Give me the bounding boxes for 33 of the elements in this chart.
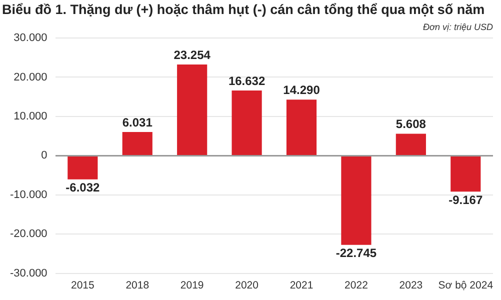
bar [341,156,372,245]
data-label: -6.032 [66,180,100,195]
y-tick-label: -30.000 [10,267,48,280]
bar [286,100,317,155]
data-label: -9.167 [448,192,483,207]
data-label: 5.608 [396,117,426,132]
y-tick-label: 10.000 [14,110,48,122]
y-tick-label: -20.000 [10,228,48,240]
bar [396,134,426,155]
data-label: 16.632 [228,74,266,88]
chart-title: Biểu đồ 1. Thặng dư (+) hoặc thâm hụt (-) cán cân tổng thể qua một số năm [2,2,485,17]
x-tick-label: 2018 [126,280,150,292]
data-label: 23.254 [174,48,211,62]
x-tick-label: 2023 [399,280,423,292]
bar [450,156,481,192]
x-tick-label: 2019 [180,280,204,292]
chart-subtitle: Đơn vị: triệu USD [423,22,493,32]
x-tick-label: 2021 [290,280,314,292]
data-label: -22.745 [336,246,377,260]
x-tick-label: Sơ bộ 2024 [438,280,494,292]
y-tick-label: 30.000 [14,32,48,44]
bar [122,132,152,155]
x-tick-label: 2020 [235,280,259,292]
y-tick-label: 0 [41,150,48,162]
x-tick-label: 2022 [344,280,368,292]
y-tick-label: -10.000 [10,188,48,201]
x-tick-label: 2015 [70,280,95,292]
bar [68,156,98,180]
data-label: 14.290 [283,82,320,97]
bar [177,64,208,155]
y-tick-label: 20.000 [14,71,48,84]
data-label: 6.031 [122,115,153,130]
bar [232,90,262,155]
